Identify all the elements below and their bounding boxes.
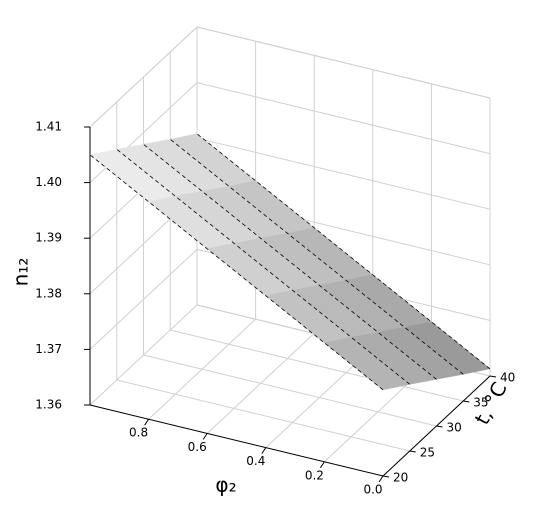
x-axis-label: φ₂ — [215, 473, 236, 497]
tick — [261, 447, 267, 454]
grid-line — [89, 249, 198, 350]
z-tick-label: 1.38 — [35, 286, 62, 300]
pane-edge — [196, 26, 491, 99]
tick — [409, 450, 416, 453]
z-tick-label: 1.40 — [35, 175, 62, 189]
grid-line — [116, 379, 410, 452]
tick — [144, 418, 150, 426]
x-tick-label: 0.6 — [188, 440, 207, 454]
x-tick-label: 0.0 — [363, 483, 382, 497]
grid-line — [143, 354, 437, 427]
x-tick-label: 0.8 — [129, 426, 148, 440]
y-tick-label: 35 — [473, 396, 488, 410]
z-tick-label: 1.37 — [35, 342, 62, 356]
y-tick-label: 25 — [420, 446, 435, 460]
tick — [319, 461, 325, 469]
z-tick-label: 1.36 — [35, 398, 62, 412]
grid-line — [89, 304, 198, 406]
x-tick-label: 0.4 — [246, 454, 265, 468]
z-tick-label: 1.39 — [35, 231, 62, 245]
x-axis — [89, 404, 384, 477]
tick — [489, 375, 497, 378]
y-tick-label: 40 — [500, 371, 515, 385]
tick — [382, 475, 390, 478]
tick — [463, 400, 470, 403]
tick — [378, 475, 384, 483]
tick — [436, 425, 443, 428]
tick — [202, 433, 208, 440]
z-tick-label: 1.41 — [35, 120, 62, 134]
z-axis-label: n₁₂ — [9, 258, 33, 287]
grid-line — [196, 82, 491, 155]
y-tick-label: 20 — [393, 471, 408, 485]
grid-line — [196, 137, 491, 210]
y-tick-label: 30 — [447, 421, 462, 435]
x-tick-label: 0.2 — [305, 468, 324, 482]
pane-edge — [89, 26, 198, 128]
grid-line — [170, 329, 464, 402]
